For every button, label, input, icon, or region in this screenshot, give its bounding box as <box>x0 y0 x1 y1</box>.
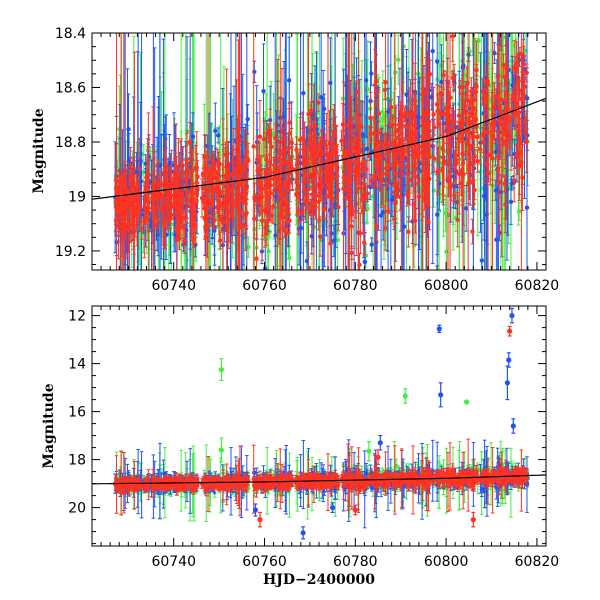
top-y-tick-label: 19.2 <box>55 244 86 260</box>
bottom-outlier-blue <box>510 418 516 434</box>
bottom-outlier-green <box>218 358 224 381</box>
top-point-blue <box>492 42 497 64</box>
bottom-outlier-blue <box>438 382 444 408</box>
bottom-outlier-blue <box>504 365 511 401</box>
top-point-green <box>431 173 436 208</box>
top-point-green <box>396 34 401 85</box>
top-point-blue <box>496 33 501 270</box>
bottom-x-tick-label: 60800 <box>424 554 469 570</box>
bottom-axis-ticks: 60740 60760 60780 60800 60820 12 14 16 18 20 <box>68 306 559 570</box>
top-point-red <box>412 207 418 234</box>
top-x-tick-label: 60800 <box>424 278 469 294</box>
top-point-blue <box>430 33 435 265</box>
top-point-blue <box>417 76 422 251</box>
bottom-x-tick-label: 60760 <box>242 554 287 570</box>
top-y-axis-label: Magnitude <box>31 108 47 193</box>
top-point-blue <box>363 33 369 138</box>
top-point-blue <box>479 222 485 270</box>
top-point-blue <box>369 61 374 86</box>
bottom-outlier-blue <box>509 307 515 324</box>
bottom-outlier-red <box>507 325 513 337</box>
bottom-y-tick-label: 12 <box>68 309 86 325</box>
top-point-red <box>139 217 144 240</box>
top-point-blue <box>434 33 440 267</box>
top-point-red <box>475 149 480 173</box>
top-point-blue <box>380 183 386 241</box>
bottom-x-tick-label: 60780 <box>333 554 378 570</box>
bottom-outlier-red <box>470 511 476 528</box>
bottom-x-tick-label: 60740 <box>151 554 196 570</box>
top-x-tick-label: 60740 <box>151 278 196 294</box>
bottom-point-red <box>251 444 256 514</box>
bottom-outlier-green <box>402 388 408 404</box>
bottom-outlier-blue <box>506 352 512 368</box>
top-point-blue <box>463 184 469 232</box>
top-y-tick-label: 18.4 <box>55 26 86 42</box>
bottom-data-points <box>112 307 530 540</box>
bottom-outlier-green <box>366 441 372 462</box>
bottom-y-tick-label: 18 <box>68 453 86 469</box>
top-point-blue <box>301 33 306 270</box>
top-point-blue <box>389 182 395 217</box>
top-point-blue <box>369 237 374 252</box>
top-point-red <box>309 188 315 201</box>
bottom-outlier-green <box>463 399 470 405</box>
x-axis-label: HJD−2400000 <box>263 572 375 588</box>
top-data-points <box>112 0 530 270</box>
top-point-blue <box>252 60 257 83</box>
top-x-tick-label: 60780 <box>333 278 378 294</box>
top-y-tick-label: 19 <box>68 189 86 205</box>
top-point-blue <box>215 127 221 144</box>
bottom-outlier-blue <box>300 526 306 540</box>
bottom-y-tick-label: 20 <box>68 501 86 517</box>
top-point-red <box>251 33 256 270</box>
bottom-y-tick-label: 14 <box>68 357 86 373</box>
bottom-outlier-blue <box>436 324 442 333</box>
top-y-tick-label: 18.8 <box>55 135 86 151</box>
top-point-red <box>450 33 455 62</box>
top-point-green <box>516 201 522 222</box>
top-point-red <box>322 199 327 220</box>
top-point-green <box>394 0 398 27</box>
top-point-red <box>306 33 311 270</box>
bottom-panel: 60740 60760 60780 60800 60820 12 14 16 18 20 Magn… <box>41 305 559 588</box>
top-point-blue <box>245 103 250 135</box>
bottom-y-axis-label: Magnitude <box>41 383 57 468</box>
top-point-red <box>328 215 333 270</box>
top-point-blue <box>321 93 327 125</box>
bottom-outlier-blue <box>377 435 383 451</box>
top-x-tick-label: 60820 <box>515 278 560 294</box>
bottom-y-tick-label: 16 <box>68 405 86 421</box>
top-point-red <box>146 112 151 270</box>
bottom-outlier-red <box>257 511 263 528</box>
top-y-tick-label: 18.6 <box>55 80 86 96</box>
bottom-x-tick-label: 60820 <box>515 554 560 570</box>
top-panel: 60740 60760 60780 60800 60820 18.4 18.6 18.8 19 1… <box>31 0 560 294</box>
top-point-blue <box>213 102 218 160</box>
top-point-red <box>470 218 475 245</box>
top-x-tick-label: 60760 <box>242 278 287 294</box>
